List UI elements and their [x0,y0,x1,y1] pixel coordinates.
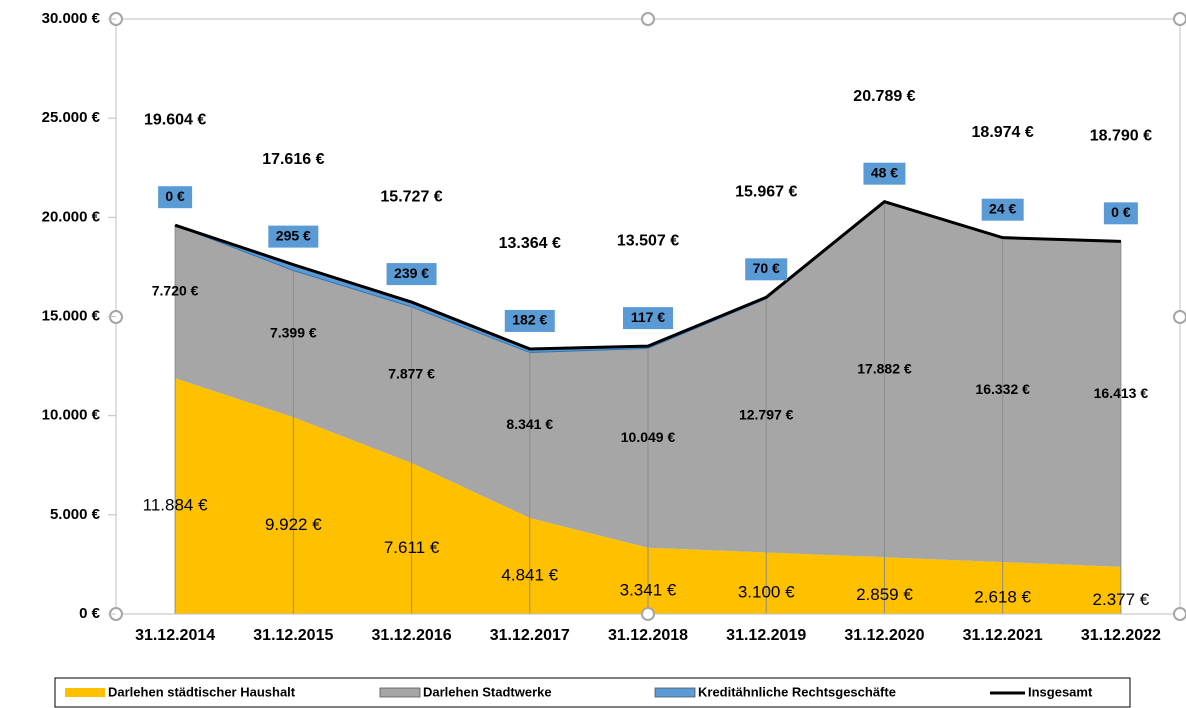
y-tick-label: 20.000 € [42,208,101,225]
value-label-box [1103,202,1138,225]
y-tick-label: 10.000 € [42,407,101,424]
x-tick-label: 31.12.2018 [608,627,688,644]
value-label: 18.974 € [972,124,1034,141]
y-tick-label: 25.000 € [42,109,101,126]
value-label: 11.884 € [143,496,208,515]
value-label: 17.616 € [262,151,324,168]
x-tick-label: 31.12.2021 [963,627,1043,644]
value-label: 13.364 € [499,235,561,252]
value-label-box [504,309,555,332]
value-label: 3.341 € [620,580,677,599]
value-label: 7.720 € [152,282,199,298]
value-label: 239 € [394,265,429,281]
value-label: 24 € [989,200,1016,216]
value-label-box [386,263,437,286]
legend-label: Darlehen Stadtwerke [423,684,552,699]
x-tick-label: 31.12.2022 [1081,627,1161,644]
value-label-box [268,225,319,248]
legend-items: Darlehen städtischer Haushalt Darlehen St… [65,684,1093,699]
value-label: 13.507 € [617,232,679,249]
x-tick-label: 31.12.2014 [135,627,215,644]
value-label: 16.413 € [1094,385,1149,401]
legend-label: Darlehen städtischer Haushalt [108,684,296,699]
value-label: 48 € [871,164,898,180]
x-tick-label: 31.12.2016 [372,627,452,644]
value-label: 19.604 € [144,111,206,128]
value-label: 2.377 € [1093,590,1150,609]
value-label: 15.967 € [735,184,797,201]
value-label-box [981,198,1024,221]
value-label: 0 € [1111,204,1131,220]
value-label-box [863,162,906,185]
y-tick-label: 15.000 € [42,307,101,324]
value-label: 8.341 € [506,416,553,432]
value-label: 18.790 € [1090,128,1152,145]
value-label: 3.100 € [738,583,795,602]
legend-swatch [65,688,105,697]
value-label: 0 € [165,188,185,204]
value-label: 15.727 € [380,188,442,205]
legend-swatch [379,687,421,698]
value-label: 295 € [276,227,311,243]
legend [54,677,1131,708]
value-label-box [745,258,788,281]
value-label: 182 € [512,312,547,328]
value-label: 17.882 € [857,361,912,377]
value-label: 20.789 € [853,88,915,105]
value-label-box [158,186,193,209]
value-label: 16.332 € [975,381,1030,397]
total-line [174,200,1121,351]
value-label: 7.877 € [388,366,435,382]
value-label: 7.611 € [384,538,440,557]
legend-label: Insgesamt [1028,684,1093,699]
value-label: 117 € [631,309,665,325]
x-tick-label: 31.12.2019 [726,627,806,644]
value-label: 2.859 € [856,585,913,604]
x-tick-label: 31.12.2020 [844,627,924,644]
value-label: 9.922 € [265,515,322,534]
x-tick-label: 31.12.2017 [490,627,570,644]
value-label: 70 € [753,260,780,276]
value-label: 10.049 € [621,429,676,445]
legend-label: Kreditähnliche Rechtsgeschäfte [698,684,896,699]
y-tick-label: 30.000 € [42,10,101,27]
x-tick-label: 31.12.2015 [253,627,333,644]
y-tick-label: 5.000 € [50,506,101,523]
legend-swatch [654,687,696,698]
value-label: 12.797 € [739,406,794,422]
y-tick-label: 0 € [79,605,101,622]
value-label-box [623,307,673,330]
plot: 11.884 € 7.720 € 0 € 19.604 € 9.922 € 7.399 €… [143,88,1152,614]
value-label: 2.618 € [974,588,1031,607]
value-label: 4.841 € [501,565,558,584]
value-label: 7.399 € [270,325,317,341]
